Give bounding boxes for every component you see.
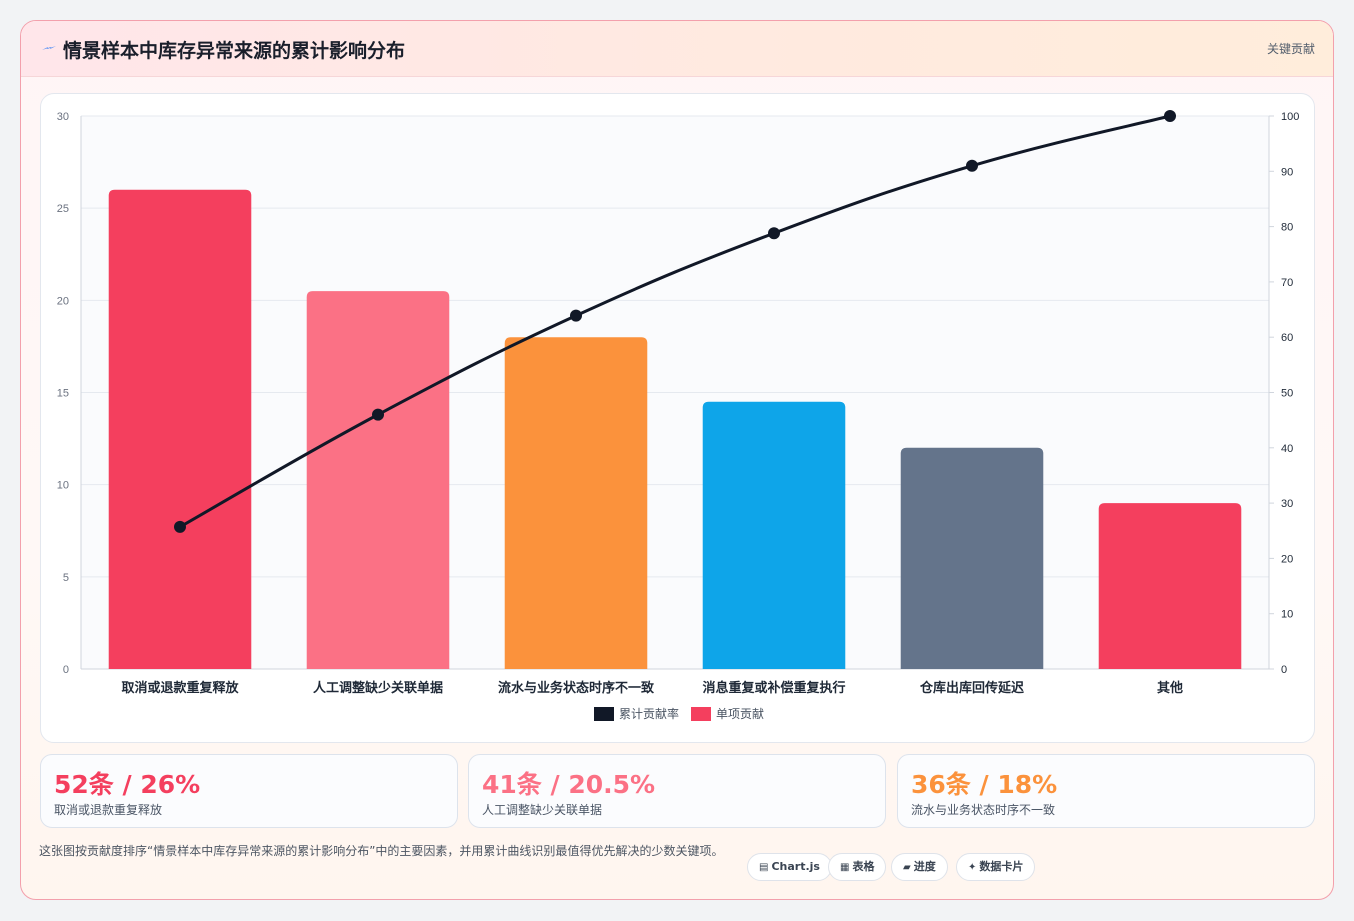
table-icon: ▦ <box>840 862 850 873</box>
chip-label: 数据卡片 <box>979 860 1024 873</box>
bar <box>1098 503 1242 669</box>
x-tick-label: 流水与业务状态时序不一致 <box>498 680 655 696</box>
x-tick-label: 取消或退款重复释放 <box>121 680 239 696</box>
y-left-tick-label: 30 <box>57 111 69 123</box>
cumulative-point <box>768 227 780 240</box>
chart-description: 这张图按贡献度排序“情景样本中库存异常来源的累计影响分布”中的主要因素，并用累计… <box>39 844 724 858</box>
stat-label: 取消或退款重复释放 <box>54 803 163 817</box>
cumulative-point <box>570 309 582 322</box>
y-right-tick-label: 40 <box>1281 443 1293 455</box>
cumulative-point <box>372 408 384 421</box>
chip-table[interactable]: ▦ 表格 <box>828 853 887 881</box>
legend-swatch <box>691 707 711 721</box>
y-right-tick-label: 90 <box>1281 166 1293 178</box>
pareto-chart: 0 5 10 15 20 25 30 0 10 20 30 40 50 60 70 80 90 100 取消或退款重… <box>57 110 1299 721</box>
chart-panel: 0 5 10 15 20 25 30 0 10 20 30 40 50 60 70 80 90 100 取消或退款重… <box>40 93 1315 743</box>
page-title: 情景样本中库存异常来源的累计影响分布 <box>63 40 406 62</box>
legend-swatch <box>594 707 614 721</box>
cumulative-point <box>966 159 978 172</box>
stat-card-2: 41条 / 20.5% 人工调整缺少关联单据 <box>468 754 886 828</box>
bar <box>504 337 648 669</box>
y-left-tick-label: 10 <box>57 480 69 492</box>
chart-icon: ▤ <box>759 862 769 873</box>
lightning-icon <box>42 46 56 50</box>
chart-card: 情景样本中库存异常来源的累计影响分布 关键贡献 0 5 10 15 20 25 30 0 10 2… <box>20 20 1334 900</box>
y-left-tick-label: 15 <box>57 388 69 400</box>
y-right-tick-label: 20 <box>1281 553 1293 565</box>
x-tick-label: 人工调整缺少关联单据 <box>313 680 443 696</box>
bar <box>108 189 252 669</box>
chip-label: Chart.js <box>771 860 820 873</box>
card-header: 情景样本中库存异常来源的累计影响分布 关键贡献 <box>21 21 1333 77</box>
y-left-tick-label: 20 <box>57 295 69 307</box>
sparkle-icon: ✦ <box>968 862 977 873</box>
stat-value: 41条 / 20.5% <box>482 770 656 799</box>
y-right-tick-label: 100 <box>1281 111 1299 123</box>
stat-card-1: 52条 / 26% 取消或退款重复释放 <box>40 754 458 828</box>
header-tag: 关键贡献 <box>1266 42 1315 56</box>
x-tick-label: 消息重复或补偿重复执行 <box>702 680 845 696</box>
stat-label: 人工调整缺少关联单据 <box>482 803 603 817</box>
stat-value: 52条 / 26% <box>54 770 201 799</box>
y-right-tick-label: 0 <box>1281 664 1287 676</box>
y-right-tick-label: 60 <box>1281 332 1293 344</box>
bar <box>306 291 450 669</box>
y-left-tick-label: 25 <box>57 203 69 215</box>
cumulative-point <box>1164 110 1176 122</box>
chip-progress[interactable]: ▰ 进度 <box>891 853 948 881</box>
x-tick-label: 其他 <box>1157 680 1183 696</box>
y-right-tick-label: 10 <box>1281 609 1293 621</box>
y-right-tick-label: 50 <box>1281 388 1293 400</box>
progress-icon: ▰ <box>903 862 911 873</box>
cumulative-point <box>174 520 186 533</box>
y-left-tick-label: 5 <box>63 572 69 584</box>
y-right-tick-label: 70 <box>1281 277 1293 289</box>
legend-label: 单项贡献 <box>716 706 764 721</box>
chip-chartjs[interactable]: ▤ Chart.js <box>747 853 832 881</box>
y-left-tick-label: 0 <box>63 664 69 676</box>
stat-value: 36条 / 18% <box>911 770 1058 799</box>
chip-label: 进度 <box>913 860 936 873</box>
y-right-tick-label: 80 <box>1281 222 1293 234</box>
chip-label: 表格 <box>852 860 875 873</box>
legend-label: 累计贡献率 <box>619 706 679 721</box>
cumulative-line <box>179 114 1171 529</box>
stat-card-3: 36条 / 18% 流水与业务状态时序不一致 <box>897 754 1315 828</box>
y-right-tick-label: 30 <box>1281 498 1293 510</box>
chip-data-card[interactable]: ✦ 数据卡片 <box>956 853 1036 881</box>
bar <box>900 447 1044 669</box>
x-tick-label: 仓库出库回传延迟 <box>919 680 1024 696</box>
bar <box>702 401 846 669</box>
stat-label: 流水与业务状态时序不一致 <box>911 803 1056 817</box>
